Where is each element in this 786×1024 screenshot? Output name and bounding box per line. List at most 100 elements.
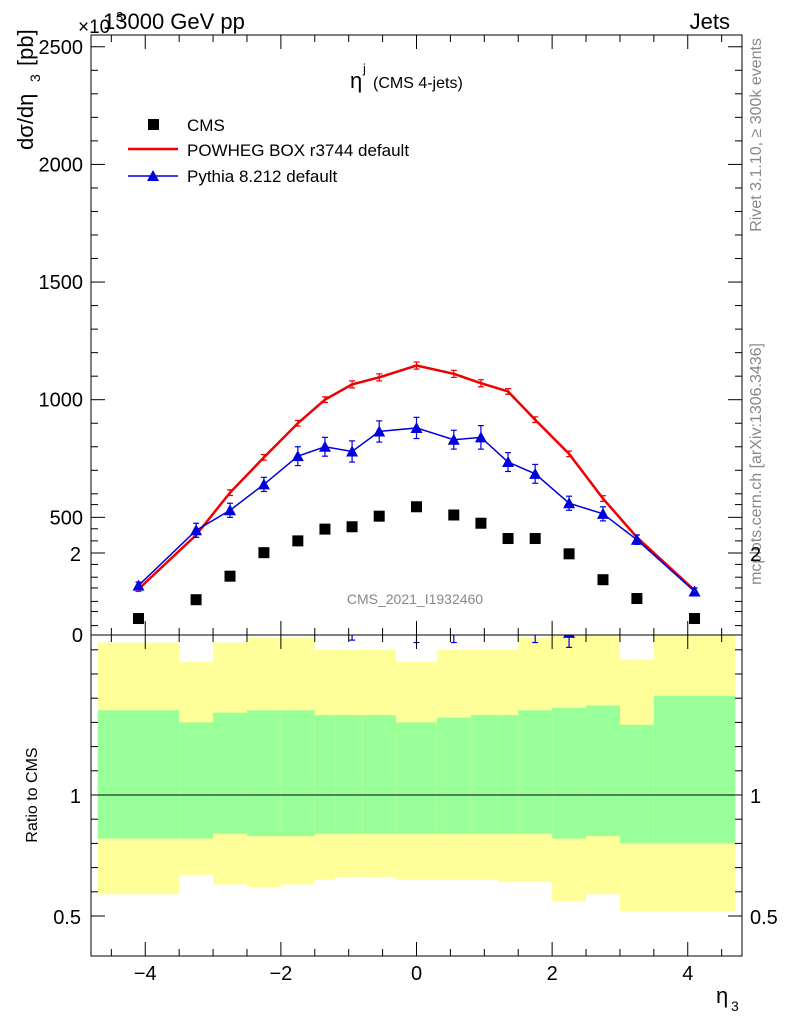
pythia-data-point bbox=[318, 440, 331, 452]
pythia-data-point bbox=[346, 445, 359, 457]
ratio-pythia-point bbox=[502, 588, 514, 599]
band-stat-uncertainty bbox=[653, 695, 736, 844]
ratio-y-tick-label: 1 bbox=[70, 786, 81, 808]
x-axis-label-main: η bbox=[716, 983, 728, 1008]
band-stat-uncertainty bbox=[362, 715, 397, 834]
header-left: 13000 GeV pp bbox=[103, 9, 245, 34]
cms-data-point bbox=[411, 501, 422, 513]
band-stat-uncertainty bbox=[314, 715, 336, 834]
pythia-data-point bbox=[630, 533, 643, 545]
band-stat-uncertainty bbox=[280, 710, 315, 837]
ratio-y-tick-label-right: 0.5 bbox=[750, 907, 778, 929]
pythia-data-point bbox=[410, 421, 423, 433]
main-series bbox=[132, 361, 701, 625]
x-tick-label: −2 bbox=[269, 963, 292, 985]
x-tick-label: 2 bbox=[547, 963, 558, 985]
band-stat-uncertainty bbox=[518, 710, 553, 834]
analysis-watermark: CMS_2021_I1932460 bbox=[347, 591, 483, 607]
pythia-data-point bbox=[291, 450, 304, 462]
cms-data-point bbox=[529, 533, 541, 545]
cms-data-point bbox=[319, 523, 331, 535]
header-right: Jets bbox=[690, 9, 730, 34]
y-axis-label-sub: 3 bbox=[27, 74, 43, 82]
ratio-pythia-point bbox=[292, 566, 304, 577]
band-stat-uncertainty bbox=[470, 715, 498, 834]
ratio-uncertainty-bands bbox=[97, 635, 736, 912]
ratio-pythia-point bbox=[224, 528, 236, 539]
main-y-ticks: 0 500 1000 1500 2000 2500 bbox=[39, 37, 742, 647]
main-y-tick-label: 2500 bbox=[39, 37, 84, 59]
main-y-tick-label: 500 bbox=[50, 507, 83, 529]
plot-subtitle: (CMS 4-jets) bbox=[373, 75, 463, 92]
ratio-line-0 bbox=[230, 408, 637, 534]
series-line-1 bbox=[137, 364, 696, 592]
band-stat-uncertainty bbox=[335, 715, 363, 834]
ratio-y-axis-label: Ratio to CMS bbox=[24, 747, 41, 842]
ratio-pythia-point bbox=[448, 622, 460, 633]
x-tick-label: 0 bbox=[411, 963, 422, 985]
pythia-data-point bbox=[502, 456, 515, 468]
pythia-data-point bbox=[132, 579, 145, 591]
pythia-data-point bbox=[529, 467, 542, 479]
main-y-tick-label: 1000 bbox=[39, 390, 84, 412]
legend-pythia-marker bbox=[147, 170, 159, 181]
band-stat-uncertainty bbox=[497, 715, 519, 834]
mcplots-label: mcplots.cern.ch [arXiv:1306.3436] bbox=[748, 343, 765, 585]
plot-title-superscript: j bbox=[362, 61, 366, 76]
band-stat-uncertainty bbox=[179, 722, 214, 839]
pythia-data-point bbox=[224, 504, 237, 516]
pythia-data-point bbox=[688, 585, 701, 597]
ratio-y-tick-label-right: 2 bbox=[750, 544, 761, 566]
cms-data-point bbox=[258, 547, 270, 559]
cms-data-point bbox=[224, 570, 236, 582]
legend: CMS POWHEG BOX r3744 default Pythia 8.21… bbox=[128, 116, 409, 186]
x-axis-label: η 3 bbox=[716, 983, 739, 1014]
cms-data-point bbox=[475, 517, 487, 529]
y-axis-label-unit: [pb] bbox=[13, 29, 38, 66]
main-y-tick-label: 2000 bbox=[39, 154, 84, 176]
pythia-data-point bbox=[447, 433, 460, 445]
cms-data-point bbox=[373, 510, 385, 522]
cms-data-point bbox=[292, 535, 304, 547]
ratio-panel-frame bbox=[90, 634, 743, 957]
pythia-data-point bbox=[373, 425, 386, 437]
ratio-y-tick-label-right: 1 bbox=[750, 786, 761, 808]
ratio-pythia-point bbox=[258, 578, 270, 589]
y-axis-label: dσ/dη 3 [pb] bbox=[13, 29, 43, 150]
cms-data-point bbox=[132, 613, 144, 625]
x-tick-label: −4 bbox=[134, 963, 157, 985]
band-stat-uncertainty bbox=[436, 717, 471, 834]
ratio-y-tick-label: 0.5 bbox=[53, 907, 81, 929]
ratio-pythia-point bbox=[346, 615, 358, 626]
x-ticks: −4 −2 0 2 4 bbox=[110, 35, 723, 985]
ratio-pythia-point bbox=[563, 635, 576, 638]
legend-powheg-label: POWHEG BOX r3744 default bbox=[187, 141, 409, 160]
band-stat-uncertainty bbox=[586, 705, 620, 837]
band-stat-uncertainty bbox=[97, 710, 180, 839]
y-exponent-power: 3 bbox=[116, 9, 123, 24]
cms-data-point bbox=[190, 594, 202, 606]
band-stat-uncertainty bbox=[552, 707, 587, 839]
pythia-data-point bbox=[474, 431, 487, 443]
cms-data-point bbox=[597, 574, 609, 586]
cms-data-point bbox=[631, 593, 643, 605]
cms-data-point bbox=[448, 509, 460, 521]
main-y-tick-label: 0 bbox=[72, 625, 83, 647]
legend-cms-label: CMS bbox=[187, 116, 225, 135]
y-axis-label-main: dσ/dη bbox=[13, 94, 38, 150]
ratio-y-tick-label: 2 bbox=[70, 544, 81, 566]
ratio-pythia-point bbox=[373, 608, 385, 619]
pythia-data-point bbox=[190, 524, 203, 536]
main-y-tick-label: 1500 bbox=[39, 272, 84, 294]
x-axis-label-sub: 3 bbox=[731, 998, 739, 1014]
cms-data-point bbox=[689, 613, 701, 625]
plot-title-eta: η bbox=[350, 68, 362, 93]
plot-title: η j (CMS 4-jets) bbox=[350, 61, 463, 93]
ratio-y-ticks: 0.5 0.5 1 1 2 2 bbox=[53, 504, 778, 929]
cms-data-point bbox=[563, 548, 575, 560]
legend-pythia-label: Pythia 8.212 default bbox=[187, 167, 338, 186]
pythia-data-point bbox=[596, 507, 609, 519]
ratio-series bbox=[224, 408, 637, 648]
y-exponent-base: ×10 bbox=[78, 17, 110, 38]
